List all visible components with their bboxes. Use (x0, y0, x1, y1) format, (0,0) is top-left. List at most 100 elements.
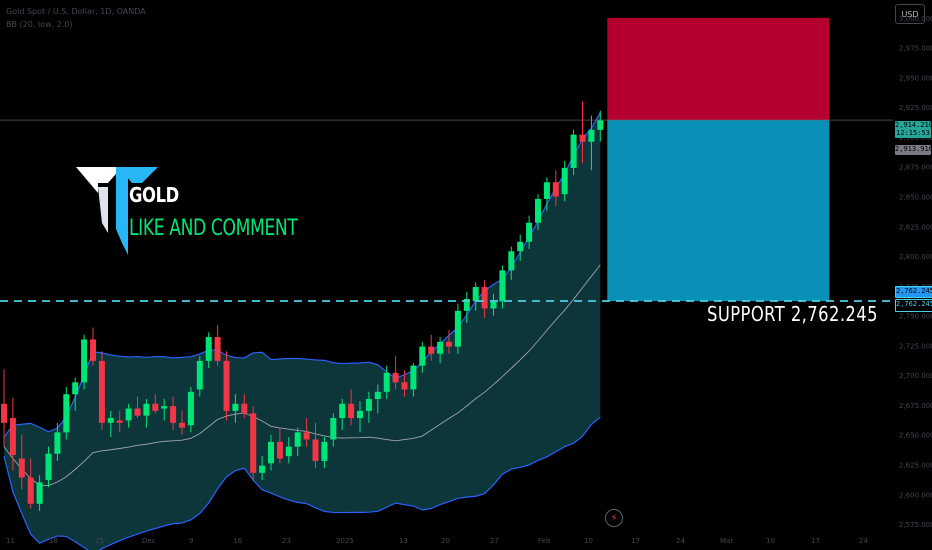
candle-body (535, 198, 541, 223)
candle-body (517, 241, 524, 252)
candle-body (392, 372, 399, 383)
x-tick-label: Feb (538, 537, 551, 545)
candle-body (214, 337, 221, 361)
x-tick-label: 9 (189, 537, 193, 545)
candle-body (454, 310, 461, 347)
y-tick-label: 2,975.000 (899, 45, 932, 53)
candle-body (481, 287, 488, 309)
candle-body (1, 403, 7, 423)
x-tick-label: 17 (631, 537, 640, 545)
candle-body (232, 403, 239, 411)
support-price-tag-a: 2,762.245 (895, 286, 932, 298)
candle-body (72, 382, 79, 395)
x-tick-label: 2025 (336, 537, 354, 545)
candle-body (250, 413, 257, 473)
x-tick-label: 11 (6, 537, 15, 545)
candle-body (18, 458, 25, 478)
x-tick-label: 25 (95, 537, 104, 545)
symbol-header: Gold Spot / U.S. Dollar, 1D, OANDA (6, 7, 146, 16)
candle-body (401, 382, 408, 390)
candle-body (54, 432, 61, 454)
y-tick-label: 2,925.000 (899, 104, 932, 112)
x-tick-label: 17 (811, 537, 820, 545)
support-price-tag-b: 2,762.245 (895, 299, 932, 312)
y-tick-label: 3,000.000 (899, 15, 932, 23)
candle-body (543, 182, 550, 199)
candle-body (348, 403, 355, 419)
candle-body (45, 453, 52, 480)
candle-body (161, 406, 168, 409)
candle-body (579, 134, 586, 142)
candle-body (223, 360, 230, 411)
candle-body (437, 341, 444, 354)
candle-body (374, 391, 381, 399)
y-tick-label: 2,800.000 (899, 253, 932, 261)
candle-body (179, 422, 185, 428)
candle-body (90, 339, 96, 361)
candle-body (81, 339, 88, 383)
x-tick-label: 16 (233, 537, 242, 545)
bar-countdown: 12:15:53 (896, 129, 930, 137)
y-tick-label: 2,950.000 (899, 74, 932, 82)
candle-body (365, 398, 372, 411)
y-tick-label: 2,850.000 (899, 194, 932, 202)
candle-body (303, 432, 310, 440)
y-tick-label: 2,625.000 (899, 461, 932, 469)
candle-body (268, 441, 274, 464)
y-tick-label: 2,875.000 (899, 164, 932, 172)
brand-logo-icon (72, 163, 162, 255)
candle-body (357, 410, 363, 419)
candle-body (196, 360, 203, 390)
candle-body (63, 394, 70, 433)
candle-body (170, 406, 177, 423)
candle-body (330, 418, 337, 440)
candle-body (259, 465, 266, 473)
band-basis-line (3, 264, 601, 486)
indicator-header: BB (20, low, 2.0) (6, 20, 73, 29)
currency-button[interactable]: USD (895, 4, 925, 24)
candle-body (143, 403, 150, 416)
y-tick-label: 2,750.000 (899, 313, 932, 321)
target-zone (607, 120, 830, 302)
candle-body (276, 441, 283, 459)
x-tick-label: 10 (766, 537, 775, 545)
y-tick-label: 2,575.000 (899, 521, 932, 529)
candle-body (9, 418, 16, 455)
candle-body (552, 182, 559, 197)
candle-body (27, 477, 34, 504)
candle-body (241, 403, 248, 414)
x-tick-label: 24 (676, 537, 685, 545)
lightning-icon[interactable]: ⚡ (605, 509, 623, 527)
brand-title: GOLD (129, 183, 179, 207)
candle-body (312, 439, 319, 461)
x-tick-label: Mar (720, 537, 733, 545)
candle-body (36, 482, 43, 504)
stop-zone (607, 17, 830, 121)
candle-body (570, 134, 577, 168)
x-tick-label: 18 (49, 537, 58, 545)
last-price-tag: 2,914.210 12:15:53 (895, 121, 932, 138)
candle-body (125, 408, 132, 421)
band-lower-line (3, 416, 601, 550)
candle-body (561, 167, 568, 195)
x-tick-label: 27 (490, 537, 499, 545)
candle-body (205, 337, 212, 361)
candle-body (116, 420, 123, 423)
candle-body (597, 120, 604, 130)
candle-body (285, 446, 292, 457)
support-label: SUPPORT 2,762.245 (707, 302, 878, 326)
brand-subtitle: LIKE AND COMMENT (129, 216, 298, 241)
candle-body (428, 346, 435, 354)
x-tick-label: 24 (859, 537, 868, 545)
y-tick-label: 2,650.000 (899, 432, 932, 440)
candle-body (107, 418, 114, 423)
candle-body (446, 341, 452, 347)
band-fill (4, 112, 601, 550)
last-price-value: 2,914.210 (895, 121, 932, 129)
candle-body (490, 301, 497, 309)
candle-body (588, 129, 595, 142)
candle-body (508, 251, 515, 271)
candle-body (499, 270, 506, 302)
